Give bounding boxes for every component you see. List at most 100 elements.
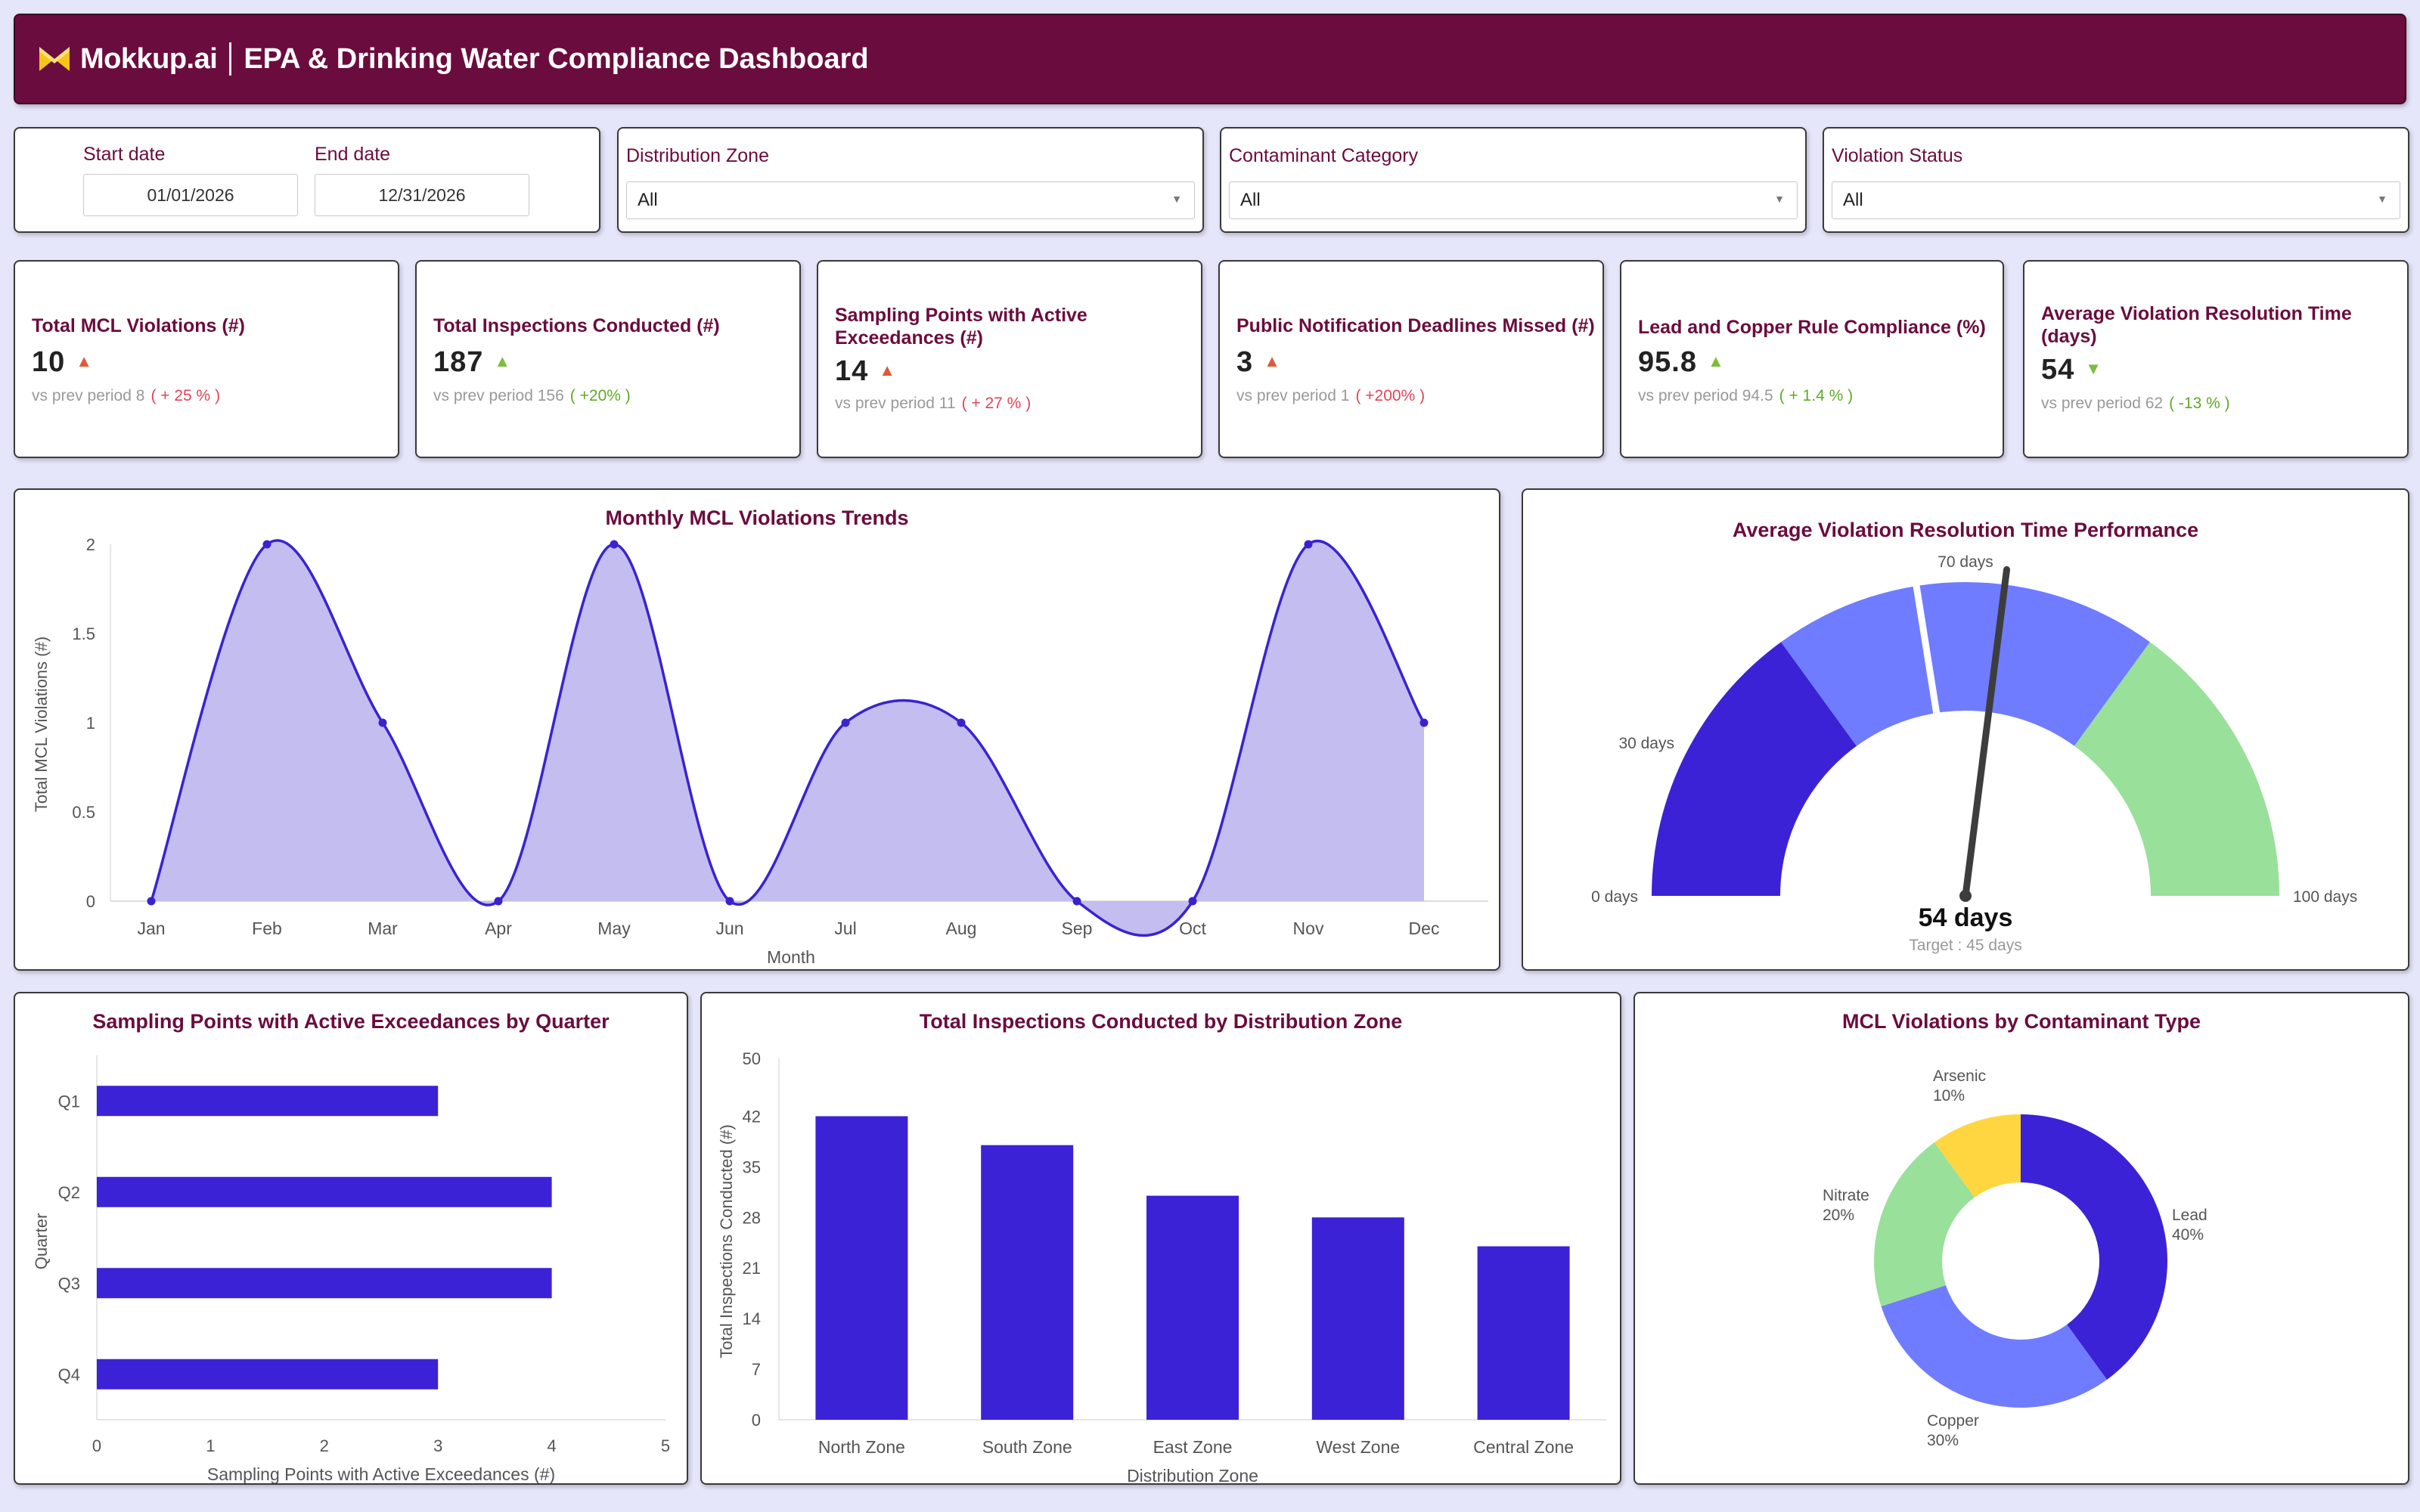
- data-point: [1419, 718, 1429, 727]
- x-tick-label: East Zone: [1153, 1437, 1233, 1457]
- chart-title: Monthly MCL Violations Trends: [605, 507, 909, 529]
- mokkup-logo-icon: [39, 47, 70, 71]
- data-point: [1304, 540, 1313, 549]
- x-tick-label: 4: [547, 1436, 556, 1455]
- y-tick-label: 2: [86, 535, 95, 554]
- kpi-comparison: vs prev period 11( + 27 % ): [835, 395, 1032, 412]
- kpi-delta: ( + 1.4 % ): [1779, 387, 1854, 404]
- x-tick-label: 1: [206, 1436, 215, 1455]
- bar: [97, 1086, 439, 1117]
- gauge-needle: [1962, 565, 2011, 900]
- chart-title: Total Inspections Conducted by Distribut…: [919, 1010, 1403, 1033]
- trend-down-icon: ▼: [2085, 359, 2103, 378]
- data-point: [841, 718, 850, 727]
- y-tick-label: 28: [743, 1208, 761, 1227]
- bar: [1146, 1195, 1239, 1420]
- x-tick-label: West Zone: [1316, 1437, 1400, 1457]
- header-divider: [229, 42, 232, 76]
- x-tick-label: 5: [661, 1436, 670, 1455]
- data-point: [378, 718, 387, 727]
- data-point: [147, 897, 156, 906]
- kpi-value: 187 ▲: [433, 346, 512, 378]
- slice-percent-label: 10%: [1933, 1087, 1965, 1105]
- y-tick-label: 21: [743, 1259, 761, 1278]
- gauge-target-label: Target : 45 days: [1909, 937, 2021, 954]
- x-axis-title: Distribution Zone: [1127, 1466, 1258, 1483]
- bar: [1477, 1246, 1570, 1420]
- kpi-title: Public Notification Deadlines Missed (#): [1236, 315, 1595, 336]
- y-tick-label: Q4: [58, 1365, 80, 1384]
- kpi-comparison: vs prev period 1( +200% ): [1236, 387, 1426, 404]
- kpi-delta: ( -13 % ): [2169, 395, 2230, 412]
- gauge-band: [1965, 582, 2150, 746]
- y-axis-title: Total Inspections Conducted (#): [717, 1124, 736, 1358]
- kpi-card-mcl-violations: Total MCL Violations (#) 10 ▲ vs prev per…: [14, 260, 399, 458]
- y-tick-label: 7: [752, 1360, 761, 1379]
- y-tick-label: Q1: [58, 1092, 80, 1111]
- gauge-needle-hub: [1959, 890, 1972, 902]
- kpi-value: 3 ▲: [1236, 346, 1281, 378]
- data-point: [1188, 897, 1197, 906]
- contaminant-category-value: All: [1240, 190, 1261, 210]
- resolution-time-gauge: 0 days 30 days 70 days 100 days 54 days Targe…: [1591, 553, 2357, 954]
- y-axis-title: Quarter: [32, 1213, 51, 1270]
- gauge-tick-label: 30 days: [1618, 735, 1674, 752]
- start-date-input[interactable]: 01/01/2026: [83, 174, 298, 216]
- gauge-max-label: 100 days: [2293, 888, 2357, 906]
- gauge-band: [1652, 642, 1857, 896]
- kpi-comparison: vs prev period 8( + 25 % ): [32, 387, 221, 404]
- kpi-card-notification-deadlines: Public Notification Deadlines Missed (#)…: [1218, 260, 1604, 458]
- x-tick-label: Sep: [1062, 919, 1093, 938]
- data-point: [610, 540, 619, 549]
- x-tick-label: May: [597, 919, 631, 938]
- distribution-zone-filter: Distribution Zone All ▼: [617, 127, 1204, 233]
- contaminant-category-select[interactable]: All ▼: [1229, 181, 1798, 219]
- x-tick-label: Apr: [485, 919, 512, 938]
- kpi-card-lead-copper-compliance: Lead and Copper Rule Compliance (%) 95.8…: [1620, 260, 2004, 458]
- kpi-delta: ( + 25 % ): [150, 387, 221, 404]
- data-point: [262, 540, 271, 549]
- kpi-comparison: vs prev period 62( -13 % ): [2041, 395, 2230, 412]
- gauge-band: [2074, 642, 2279, 896]
- monthly-violations-area-chart: 0 0.5 1 1.5 2 Jan Feb Mar Apr May Jun Jul Aug Sep Oct N…: [32, 535, 1488, 967]
- donut-slice: [1881, 1285, 2108, 1408]
- x-axis-title: Month: [767, 947, 815, 967]
- kpi-comparison: vs prev period 94.5( + 1.4 % ): [1638, 387, 1854, 404]
- y-tick-label: 14: [743, 1309, 761, 1328]
- end-date-label: End date: [315, 144, 391, 165]
- kpi-title: Sampling Points with Active Exceedances …: [835, 305, 1087, 349]
- kpi-card-sampling-points: Sampling Points with Active Exceedances …: [817, 260, 1202, 458]
- gauge-target-marker: [1912, 581, 1941, 715]
- slice-percent-label: 40%: [2172, 1226, 2204, 1244]
- violation-status-select[interactable]: All ▼: [1832, 181, 2400, 219]
- app-header: Mokkup.ai EPA & Drinking Water Complianc…: [14, 14, 2406, 104]
- quarter-exceedances-bar-chart: Q1 Q2 Q3 Q4 0 1 2 3 4 5 Sampling Points with Activ…: [32, 1055, 670, 1483]
- kpi-value: 10 ▲: [32, 346, 94, 378]
- kpi-value: 14 ▲: [835, 355, 897, 387]
- distribution-zone-select[interactable]: All ▼: [626, 181, 1195, 219]
- kpi-card-resolution-time: Average Violation Resolution Time (days)…: [2023, 260, 2409, 458]
- x-tick-label: Feb: [252, 919, 282, 938]
- date-filter-card: Start date 01/01/2026 End date 12/31/202…: [14, 127, 600, 233]
- x-tick-label: Dec: [1409, 919, 1440, 938]
- x-tick-label: Nov: [1293, 919, 1324, 938]
- slice-percent-label: 30%: [1927, 1432, 1959, 1449]
- x-tick-label: 3: [433, 1436, 442, 1455]
- violation-status-value: All: [1843, 190, 1863, 210]
- bar: [97, 1359, 439, 1390]
- chevron-down-icon: ▼: [2377, 193, 2387, 205]
- data-point: [725, 897, 734, 906]
- bar: [981, 1145, 1074, 1420]
- y-tick-label: 0: [752, 1411, 761, 1430]
- end-date-input[interactable]: 12/31/2026: [315, 174, 529, 216]
- trend-up-icon: ▲: [76, 352, 94, 370]
- page-title: EPA & Drinking Water Compliance Dashboar…: [244, 42, 869, 75]
- gauge-min-label: 0 days: [1591, 888, 1638, 906]
- donut-slice: [1874, 1142, 1975, 1306]
- data-point: [957, 718, 966, 727]
- kpi-card-inspections: Total Inspections Conducted (#) 187 ▲ vs …: [415, 260, 801, 458]
- zone-inspections-bar-chart: 0 7 14 21 28 35 42 50 North Zone South Zone East Z…: [717, 1049, 1606, 1483]
- x-tick-label: Oct: [1179, 919, 1206, 938]
- x-tick-label: Jul: [834, 919, 856, 938]
- resolution-time-gauge-card: Average Violation Resolution Time Perfor…: [1522, 488, 2409, 971]
